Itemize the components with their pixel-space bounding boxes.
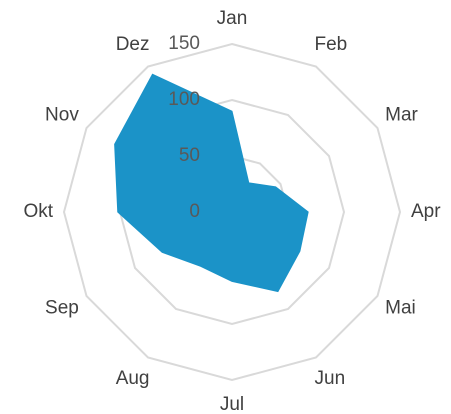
y-tick-label: 100	[168, 89, 200, 110]
category-label: Feb	[315, 34, 348, 55]
y-tick-label: 150	[168, 33, 200, 54]
category-label: Okt	[23, 201, 53, 222]
y-tick-label: 50	[179, 145, 200, 166]
category-label: Aug	[116, 368, 150, 389]
category-label: Nov	[45, 105, 79, 126]
category-label: Jan	[217, 8, 248, 29]
category-label: Apr	[411, 201, 441, 222]
category-label: Dez	[116, 34, 150, 55]
grid-ring	[62, 42, 402, 382]
y-tick-label: 0	[189, 201, 200, 222]
category-label: Mar	[385, 105, 418, 126]
category-label: Sep	[45, 298, 79, 319]
category-label: Mai	[385, 298, 416, 319]
radar-area	[114, 73, 309, 293]
category-label: Jun	[315, 368, 346, 389]
category-label: Jul	[220, 394, 244, 414]
